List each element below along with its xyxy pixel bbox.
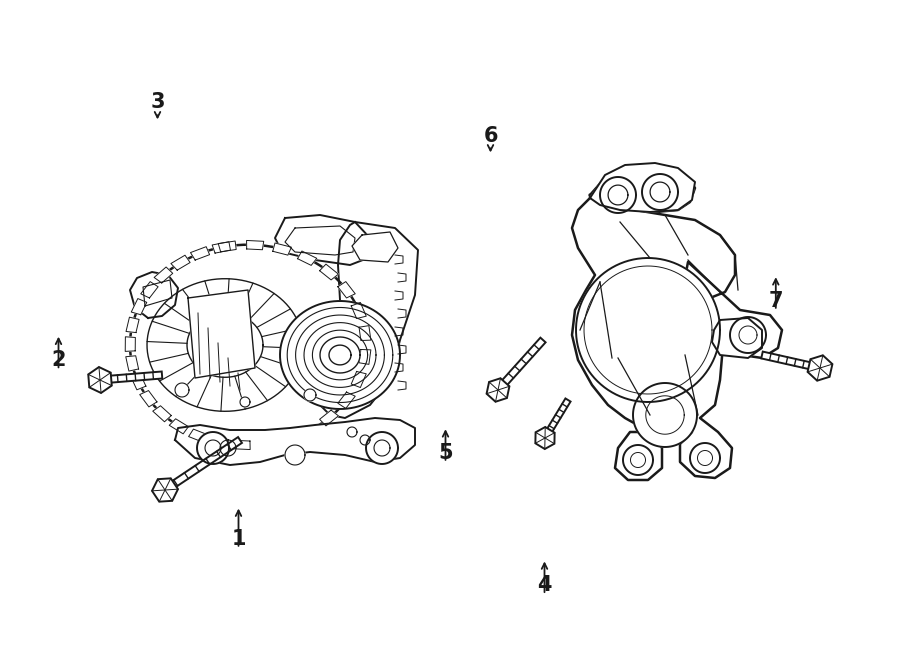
Polygon shape (298, 251, 317, 265)
Polygon shape (130, 272, 178, 318)
Polygon shape (572, 168, 782, 480)
Polygon shape (163, 437, 242, 493)
Polygon shape (590, 163, 695, 212)
Polygon shape (152, 479, 178, 502)
Polygon shape (304, 389, 316, 401)
Polygon shape (125, 337, 135, 352)
Polygon shape (210, 436, 229, 448)
Polygon shape (761, 352, 821, 371)
Polygon shape (175, 383, 189, 397)
Polygon shape (197, 432, 229, 464)
Polygon shape (310, 222, 418, 418)
Text: 4: 4 (537, 575, 552, 595)
Polygon shape (487, 378, 509, 402)
Polygon shape (154, 267, 173, 283)
Polygon shape (543, 399, 571, 440)
Text: 6: 6 (483, 126, 498, 145)
Polygon shape (642, 174, 678, 210)
Polygon shape (329, 345, 351, 365)
Text: 2: 2 (51, 350, 66, 370)
Text: 1: 1 (231, 529, 246, 549)
Polygon shape (273, 243, 292, 255)
Polygon shape (191, 247, 210, 260)
Polygon shape (351, 303, 366, 319)
Polygon shape (623, 445, 653, 475)
Polygon shape (690, 443, 720, 473)
Polygon shape (320, 264, 338, 280)
Polygon shape (359, 350, 371, 364)
Polygon shape (212, 242, 230, 253)
Polygon shape (88, 367, 112, 393)
Polygon shape (712, 318, 762, 358)
Polygon shape (189, 429, 208, 443)
Polygon shape (188, 290, 255, 378)
Polygon shape (130, 245, 366, 446)
Polygon shape (100, 371, 162, 383)
Polygon shape (576, 258, 720, 402)
Polygon shape (169, 419, 188, 434)
Polygon shape (140, 282, 158, 298)
Polygon shape (126, 317, 140, 332)
Polygon shape (359, 326, 371, 340)
Polygon shape (366, 432, 398, 464)
Polygon shape (247, 241, 264, 250)
Polygon shape (730, 317, 766, 353)
Polygon shape (338, 392, 356, 408)
Polygon shape (153, 406, 171, 422)
Text: 7: 7 (769, 291, 783, 311)
Polygon shape (130, 373, 146, 390)
Polygon shape (320, 337, 360, 373)
Polygon shape (633, 383, 697, 447)
Polygon shape (285, 445, 305, 465)
Polygon shape (275, 215, 370, 265)
Polygon shape (536, 427, 554, 449)
Polygon shape (233, 440, 250, 449)
Text: 5: 5 (438, 443, 453, 463)
Polygon shape (240, 397, 250, 407)
Polygon shape (131, 299, 147, 315)
Polygon shape (600, 177, 636, 213)
Polygon shape (495, 338, 545, 393)
Polygon shape (338, 282, 356, 298)
Text: 3: 3 (150, 93, 165, 112)
Polygon shape (218, 241, 236, 252)
Polygon shape (352, 232, 398, 262)
Polygon shape (175, 418, 415, 465)
Polygon shape (126, 356, 139, 371)
Polygon shape (280, 301, 400, 409)
Polygon shape (351, 371, 366, 387)
Polygon shape (140, 391, 157, 407)
Polygon shape (807, 356, 833, 381)
Polygon shape (320, 410, 338, 426)
Polygon shape (171, 255, 190, 270)
